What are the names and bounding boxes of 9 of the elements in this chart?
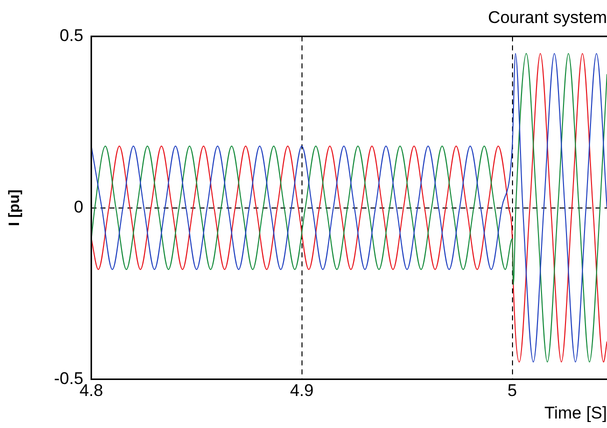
y-axis-title: I [pu] <box>6 189 24 226</box>
chart-title: Courant system <box>488 8 607 27</box>
x-axis-title: Time [S] <box>544 403 607 422</box>
line-series <box>91 53 607 363</box>
x-tick-label: 5 <box>508 381 518 400</box>
y-tick-label: -0.5 <box>54 368 84 388</box>
x-tick-label: 4.9 <box>290 381 314 400</box>
y-tick-label: 0 <box>74 197 84 216</box>
y-tick-label: 0.5 <box>60 26 84 46</box>
